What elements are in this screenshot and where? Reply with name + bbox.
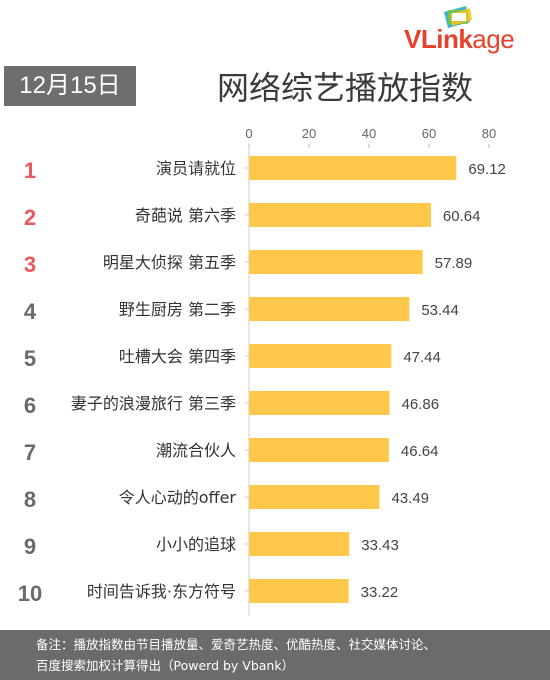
bar — [249, 579, 349, 603]
data-label: 47.44 — [403, 349, 441, 366]
x-tick-label: 60 — [422, 126, 436, 141]
footer-note: 备注：播放指数由节目播放量、爱奇艺热度、优酷热度、社交媒体讨论、 百度搜索加权计… — [0, 630, 550, 680]
date-badge: 12月15日 — [4, 66, 136, 106]
x-tick-label: 40 — [362, 126, 376, 141]
category-label: 小小的追球 — [156, 535, 236, 554]
rank-number: 7 — [24, 440, 36, 465]
bar — [249, 438, 389, 462]
rank-number: 5 — [24, 346, 36, 371]
logo-age: age — [472, 24, 515, 54]
footer-line-2: 百度搜索加权计算得出（Powerd by Vbank） — [36, 658, 295, 673]
bar — [249, 250, 423, 274]
category-label: 潮流合伙人 — [156, 441, 236, 460]
footer-line-1: 备注：播放指数由节目播放量、爱奇艺热度、优酷热度、社交媒体讨论、 — [36, 637, 437, 652]
data-label: 43.49 — [391, 490, 429, 507]
category-label: 奇葩说 第六季 — [135, 206, 236, 225]
category-label: 野生厨房 第二季 — [119, 300, 236, 319]
bar — [249, 532, 350, 556]
ranking-bar-chart: 0 20 40 60 80 1 演员请就位 69.12 2 奇葩说 第六季 60.64 3 明星大侦探 … — [18, 126, 506, 616]
bar — [249, 391, 390, 415]
rank-number: 6 — [24, 393, 36, 418]
data-label: 46.86 — [402, 396, 440, 413]
data-label: 60.64 — [443, 208, 481, 225]
logo-link: Link — [420, 24, 473, 54]
bar — [249, 156, 457, 180]
category-label: 吐槽大会 第四季 — [119, 347, 236, 366]
rank-number: 4 — [24, 299, 37, 324]
bar — [249, 485, 380, 509]
data-label: 33.22 — [361, 584, 399, 601]
data-label: 57.89 — [435, 255, 473, 272]
bar — [249, 344, 392, 368]
category-label: 妻子的浪漫旅行 第三季 — [71, 394, 236, 413]
rank-number: 3 — [24, 252, 36, 277]
category-label: 演员请就位 — [156, 159, 236, 178]
category-label: 令人心动的offer — [119, 488, 237, 507]
vlinkage-logo: VLinkage — [404, 4, 544, 54]
data-label: 53.44 — [421, 302, 459, 319]
chart-title: 网络综艺播放指数 — [216, 69, 473, 107]
rank-number: 9 — [24, 534, 36, 559]
bar — [249, 203, 431, 227]
x-tick-label: 20 — [302, 126, 316, 141]
rank-number: 1 — [24, 158, 36, 183]
x-tick-label: 0 — [245, 126, 252, 141]
rank-number: 8 — [24, 487, 36, 512]
data-label: 33.43 — [361, 537, 399, 554]
data-label: 46.64 — [401, 443, 439, 460]
logo-text: VLinkage — [404, 24, 515, 55]
category-label: 明星大侦探 第五季 — [103, 253, 236, 272]
rank-number: 10 — [18, 581, 42, 606]
x-tick-label: 80 — [482, 126, 496, 141]
bar — [249, 297, 410, 321]
logo-v: V — [404, 24, 421, 54]
category-label: 时间告诉我·东方符号 — [87, 582, 236, 601]
logo-mark-icon — [444, 6, 472, 28]
rank-number: 2 — [24, 205, 36, 230]
data-label: 69.12 — [468, 161, 506, 178]
